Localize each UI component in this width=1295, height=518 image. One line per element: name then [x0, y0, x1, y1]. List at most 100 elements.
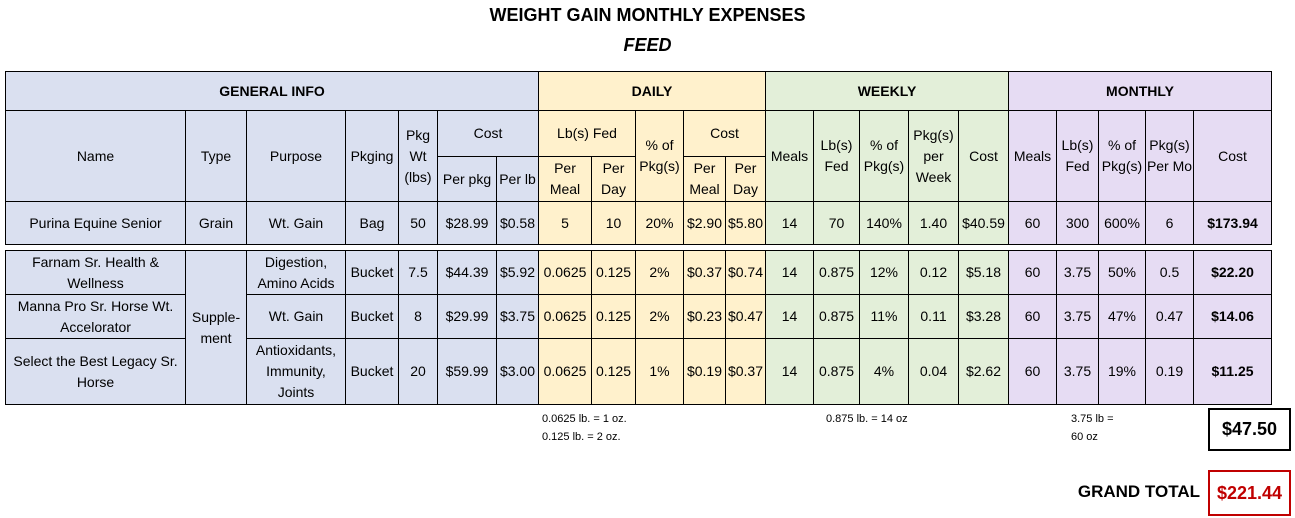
cell-daily-cost-meal: $0.19 — [683, 338, 726, 405]
note-line: 0.0625 lb. = 1 oz. — [542, 413, 627, 425]
header-pkg-wt: Pkg Wt (lbs) — [398, 110, 438, 202]
cell-weekly-pct: 11% — [859, 294, 909, 339]
header-monthly-lbs-fed: Lb(s) Fed — [1056, 110, 1099, 202]
section-daily: DAILY — [538, 71, 766, 111]
cell-monthly-meals: 60 — [1008, 250, 1057, 295]
cell-monthly-meals: 60 — [1008, 201, 1057, 245]
grand-total-value: $221.44 — [1208, 470, 1291, 516]
cell-weekly-pkgs: 0.11 — [908, 294, 959, 339]
cell-pkg-wt: 8 — [398, 294, 438, 339]
cell-daily-meal: 0.0625 — [538, 338, 592, 405]
cell-pkg-wt: 50 — [398, 201, 438, 245]
daily-conversion-note: 0.0625 lb. = 1 oz. 0.125 lb. = 2 oz. — [542, 410, 627, 446]
cell-monthly-cost: $14.06 — [1193, 294, 1272, 339]
weekly-conversion-note: 0.875 lb. = 14 oz — [826, 410, 908, 428]
header-monthly-pct-pkg: % of Pkg(s) — [1098, 110, 1146, 202]
header-per-pkg: Per pkg — [437, 156, 497, 202]
cell-monthly-pkgs: 0.47 — [1145, 294, 1194, 339]
cell-weekly-meals: 14 — [765, 201, 814, 245]
section-general-info: GENERAL INFO — [5, 71, 539, 111]
cell-daily-cost-meal: $0.23 — [683, 294, 726, 339]
cell-monthly-pct: 47% — [1098, 294, 1146, 339]
cell-weekly-pkgs: 0.12 — [908, 250, 959, 295]
header-daily-cost: Cost — [683, 110, 766, 157]
cell-weekly-cost: $2.62 — [958, 338, 1009, 405]
cell-cost-lb: $0.58 — [496, 201, 539, 245]
cell-monthly-lbs: 300 — [1056, 201, 1099, 245]
note-line: 0.875 lb. = 14 oz — [826, 413, 908, 425]
cell-monthly-cost: $11.25 — [1193, 338, 1272, 405]
cell-weekly-lbs: 70 — [813, 201, 860, 245]
header-weekly-pkgs: Pkg(s) per Week — [908, 110, 959, 202]
cell-daily-meal: 0.0625 — [538, 250, 592, 295]
table-row: Purina Equine Senior Grain Wt. Gain Bag … — [5, 201, 1272, 245]
cell-pkg-wt: 20 — [398, 338, 438, 405]
cell-daily-cost-day: $5.80 — [725, 201, 766, 245]
cell-monthly-pct: 600% — [1098, 201, 1146, 245]
cell-weekly-cost: $40.59 — [958, 201, 1009, 245]
cell-cost-pkg: $28.99 — [437, 201, 497, 245]
header-lbs-per-day: Per Day — [591, 156, 636, 202]
header-weekly-cost: Cost — [958, 110, 1009, 202]
cell-weekly-meals: 14 — [765, 250, 814, 295]
cell-daily-pct: 2% — [635, 250, 684, 295]
cell-name: Select the Best Legacy Sr. Horse — [5, 338, 186, 405]
cell-name: Farnam Sr. Health & Wellness — [5, 250, 186, 295]
expense-table: GENERAL INFO DAILY WEEKLY MONTHLY Name T… — [5, 71, 1272, 405]
header-daily-pct-pkg: % of Pkg(s) — [635, 110, 684, 202]
page-title: WEIGHT GAIN MONTHLY EXPENSES — [489, 5, 806, 25]
cell-purpose: Antioxidants, Immunity, Joints — [246, 338, 346, 405]
cell-pkging: Bag — [345, 201, 399, 245]
grand-total-label: GRAND TOTAL — [1077, 482, 1200, 501]
cell-weekly-meals: 14 — [765, 294, 814, 339]
cell-weekly-pct: 4% — [859, 338, 909, 405]
cell-cost-lb: $3.00 — [496, 338, 539, 405]
cell-weekly-lbs: 0.875 — [813, 294, 860, 339]
cell-monthly-meals: 60 — [1008, 338, 1057, 405]
cell-cost-lb: $3.75 — [496, 294, 539, 339]
header-cost: Cost — [437, 110, 539, 157]
cell-monthly-cost: $173.94 — [1193, 201, 1272, 245]
cell-weekly-cost: $3.28 — [958, 294, 1009, 339]
cell-weekly-lbs: 0.875 — [813, 250, 860, 295]
cell-monthly-pkgs: 0.5 — [1145, 250, 1194, 295]
cell-daily-cost-day: $0.47 — [725, 294, 766, 339]
cell-purpose: Digestion, Amino Acids — [246, 250, 346, 295]
cell-weekly-cost: $5.18 — [958, 250, 1009, 295]
cell-daily-day: 0.125 — [591, 294, 636, 339]
cell-daily-day: 0.125 — [591, 250, 636, 295]
cell-purpose: Wt. Gain — [246, 201, 346, 245]
cell-daily-meal: 0.0625 — [538, 294, 592, 339]
header-lbs-per-meal: Per Meal — [538, 156, 592, 202]
monthly-conversion-note: 3.75 lb = 60 oz — [1071, 410, 1114, 446]
header-per-lb: Per lb — [496, 156, 539, 202]
section-weekly: WEEKLY — [765, 71, 1009, 111]
cell-cost-lb: $5.92 — [496, 250, 539, 295]
cell-weekly-meals: 14 — [765, 338, 814, 405]
table-row: Farnam Sr. Health & Wellness Supple-ment… — [5, 250, 1272, 405]
cell-weekly-pct: 12% — [859, 250, 909, 295]
cell-monthly-pkgs: 6 — [1145, 201, 1194, 245]
header-cost-per-meal: Per Meal — [683, 156, 726, 202]
cell-monthly-pkgs: 0.19 — [1145, 338, 1194, 405]
cell-cost-pkg: $29.99 — [437, 294, 497, 339]
cell-monthly-lbs: 3.75 — [1056, 294, 1099, 339]
table-row: Manna Pro Sr. Horse Wt. Accelorator Wt. … — [5, 294, 1272, 339]
note-line: 3.75 lb = — [1071, 413, 1114, 425]
cell-pkging: Bucket — [345, 338, 399, 405]
cell-pkging: Bucket — [345, 294, 399, 339]
cell-cost-pkg: $44.39 — [437, 250, 497, 295]
cell-type: Supple-ment — [185, 250, 247, 405]
cell-pkg-wt: 7.5 — [398, 250, 438, 295]
cell-weekly-lbs: 0.875 — [813, 338, 860, 405]
cell-daily-pct: 1% — [635, 338, 684, 405]
header-cost-per-day: Per Day — [725, 156, 766, 202]
header-purpose: Purpose — [246, 110, 346, 202]
cell-daily-cost-day: $0.74 — [725, 250, 766, 295]
cell-pkging: Bucket — [345, 250, 399, 295]
header-monthly-pkgs: Pkg(s) Per Mo — [1145, 110, 1194, 202]
cell-weekly-pct: 140% — [859, 201, 909, 245]
cell-monthly-lbs: 3.75 — [1056, 250, 1099, 295]
cell-daily-day: 0.125 — [591, 338, 636, 405]
header-name: Name — [5, 110, 186, 202]
